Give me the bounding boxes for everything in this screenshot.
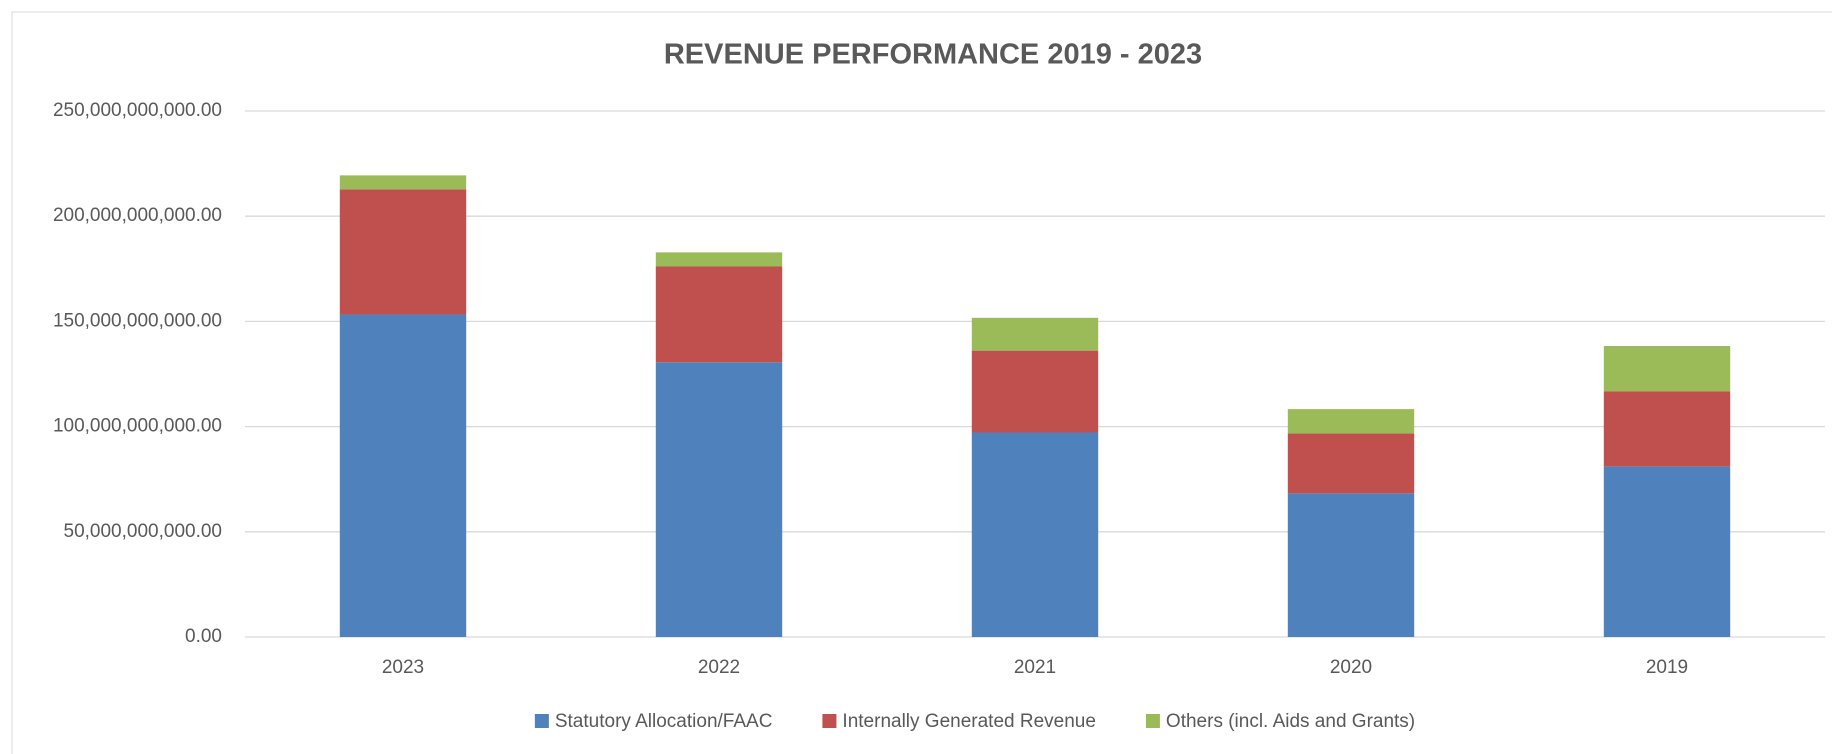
y-tick-label: 200,000,000,000.00 [53, 205, 222, 226]
y-tick-label: 150,000,000,000.00 [53, 310, 222, 331]
bar-segment [339, 314, 467, 637]
legend-swatch [1145, 714, 1160, 728]
bar-segment [1603, 466, 1731, 637]
x-tick-label: 2020 [1330, 657, 1372, 678]
bar-segment [971, 432, 1099, 637]
chart-frame [11, 11, 1832, 754]
y-tick-label: 0.00 [185, 626, 222, 647]
bar-segment [1287, 493, 1415, 637]
bar-segment [339, 175, 467, 190]
x-tick-label: 2019 [1646, 657, 1688, 678]
x-tick-label: 2021 [1014, 657, 1056, 678]
legend-label: Others (incl. Aids and Grants) [1166, 711, 1415, 732]
bar-segment [655, 266, 783, 363]
y-tick-label: 250,000,000,000.00 [53, 100, 222, 121]
bar-segment [655, 252, 783, 267]
bar-segment [339, 189, 467, 315]
bar-segment [971, 350, 1099, 433]
chart-title: REVENUE PERFORMANCE 2019 - 2023 [664, 39, 1202, 71]
y-tick-label: 100,000,000,000.00 [53, 416, 222, 437]
bar-segment [1603, 391, 1731, 467]
legend-label: Internally Generated Revenue [842, 711, 1096, 732]
x-tick-label: 2022 [698, 657, 740, 678]
legend-label: Statutory Allocation/FAAC [555, 711, 773, 732]
legend-swatch [822, 714, 837, 728]
legend-swatch [534, 714, 549, 728]
bar-segment [655, 362, 783, 637]
y-tick-label: 50,000,000,000.00 [64, 521, 223, 542]
bar-segment [1603, 346, 1731, 392]
bar-segment [971, 317, 1099, 351]
bar-segment [1287, 409, 1415, 434]
bar-segment [1287, 433, 1415, 494]
x-tick-label: 2023 [382, 657, 424, 678]
